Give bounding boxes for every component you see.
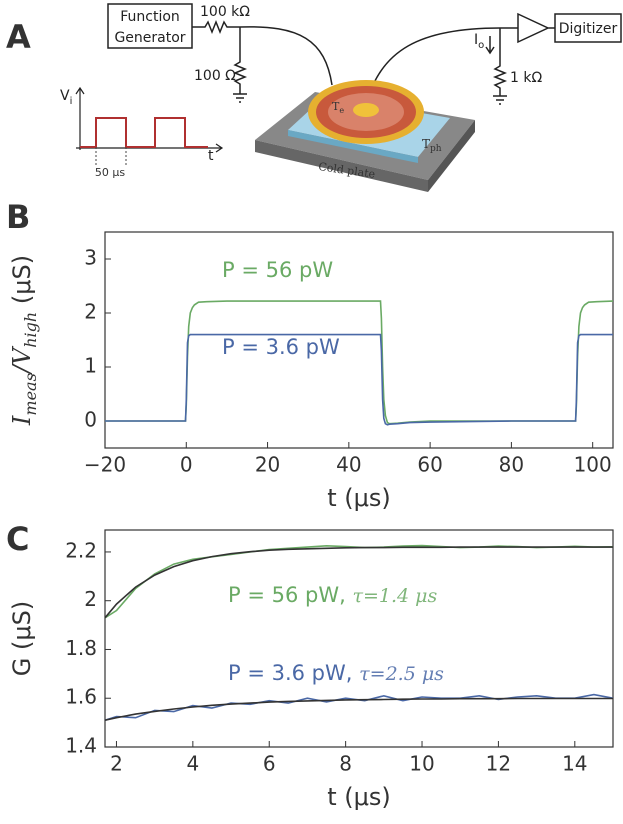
label: T — [422, 137, 430, 151]
label: Digitizer — [559, 21, 618, 37]
panel-label: A — [6, 18, 31, 56]
schematic — [107, 3, 622, 106]
label: 100 kΩ — [200, 4, 250, 20]
y-axis-label-part: G (μS) — [8, 601, 36, 676]
y-tick-label: 2.2 — [65, 538, 97, 562]
series-label: P = 3.6 pW — [222, 335, 340, 359]
x-tick-label: 40 — [336, 453, 361, 477]
x-tick-label: 100 — [574, 453, 612, 477]
shunt — [232, 27, 248, 103]
x-tick-label: 20 — [255, 453, 280, 477]
wire — [192, 19, 240, 35]
cold-plate-side — [428, 120, 475, 192]
label: Generator — [114, 30, 185, 46]
label: 100 Ω — [194, 68, 236, 84]
x-tick-label: 10 — [409, 752, 434, 776]
load — [492, 28, 508, 105]
series-label: P = 56 pW — [222, 258, 333, 282]
y-tick-label: 1.4 — [65, 734, 97, 758]
label: Function — [120, 9, 180, 25]
x-tick-label: −20 — [84, 453, 126, 477]
annotation: P = 56 pW, τ=1.4 μs — [228, 583, 437, 607]
y-axis-label-part: (μS) — [8, 255, 36, 312]
y-tick-label: 3 — [84, 246, 97, 270]
label: Tph — [422, 137, 442, 154]
label: T — [332, 100, 340, 113]
x-tick-label: 80 — [499, 453, 524, 477]
digitizer-box — [554, 13, 622, 43]
y-tick-label: 1 — [84, 354, 97, 378]
substrate-side — [288, 130, 418, 163]
y-tick-label: 0 — [84, 408, 97, 432]
pulse — [80, 117, 208, 148]
x-axis-label: t (μs) — [327, 783, 391, 811]
label: Te — [332, 100, 344, 115]
label: Vi — [60, 88, 72, 107]
y-axis-label-part: /V — [8, 345, 36, 375]
x-tick-label: 8 — [339, 752, 352, 776]
x-tick-label: 2 — [110, 752, 123, 776]
label: Io — [474, 32, 484, 51]
x-tick-label: 12 — [486, 752, 511, 776]
center — [353, 103, 379, 117]
y-axis-label-part: meas — [21, 373, 40, 415]
y-tick-label: 2 — [84, 587, 97, 611]
y-axis-label: G (μS) — [8, 601, 36, 676]
plot-frame — [104, 231, 614, 449]
annotation-text: P = 56 pW, — [228, 583, 352, 607]
label: 1 kΩ — [510, 70, 542, 86]
x-tick-label: 60 — [417, 453, 442, 477]
chip — [255, 80, 475, 192]
pulse-inset — [75, 86, 224, 165]
x-tick-label: 0 — [180, 453, 193, 477]
y-axis-label-part: I — [8, 415, 36, 426]
amplifier — [517, 12, 555, 44]
series-line — [105, 300, 613, 425]
annotation-fit: τ=2.5 μs — [359, 663, 444, 685]
x-tick-label: 6 — [263, 752, 276, 776]
y-tick-label: 1.6 — [65, 685, 97, 709]
current-arrow — [485, 36, 495, 55]
y-tick-label: 1.8 — [65, 636, 97, 660]
label: o — [478, 40, 484, 51]
label: e — [339, 106, 344, 115]
series-line — [105, 697, 613, 721]
y-tick-label: 2 — [84, 300, 97, 324]
annotation-fit: τ=1.4 μs — [352, 585, 437, 607]
label: V — [60, 88, 70, 104]
annotation-text: P = 3.6 pW, — [228, 661, 359, 685]
series-line — [105, 546, 613, 619]
wire — [239, 26, 333, 86]
label: 50 μs — [95, 166, 125, 179]
marker — [95, 147, 127, 165]
label: i — [70, 96, 73, 107]
label: ph — [430, 144, 442, 154]
panel-label: C — [6, 520, 29, 558]
y-axis-label-part: high — [21, 312, 40, 348]
label: I — [474, 32, 478, 48]
cold-plate-side — [255, 140, 428, 192]
plot-frame — [104, 529, 614, 748]
generator-box — [107, 3, 193, 49]
x-axis-label: t (μs) — [327, 484, 391, 512]
label: t — [208, 148, 214, 164]
inset-axes — [75, 86, 224, 153]
panel-label: B — [6, 198, 30, 236]
annotation: P = 3.6 pW, τ=2.5 μs — [228, 661, 444, 685]
y-axis-label: Imeas/Vhigh (μS) — [8, 255, 40, 426]
series-line — [105, 333, 613, 426]
x-tick-label: 14 — [562, 752, 587, 776]
x-tick-label: 4 — [186, 752, 199, 776]
